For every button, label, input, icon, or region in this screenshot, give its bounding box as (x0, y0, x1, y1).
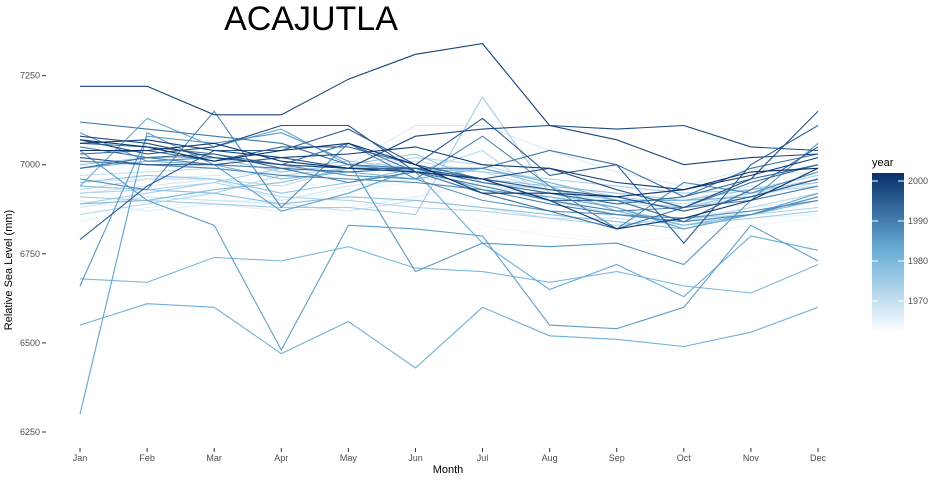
series-line-1988 (79, 110, 819, 230)
legend: year 1970 1980 1990 2000 (872, 157, 928, 329)
x-tick-label-jul: Jul (477, 453, 489, 463)
x-axis: Jan Feb Mar Apr May Jun Jul Aug Sep Oct Nov Dec (73, 448, 827, 463)
x-tick-label-aug: Aug (542, 453, 558, 463)
y-tick-label-6500: 6500 (20, 338, 40, 348)
series-line-1987 (79, 132, 819, 219)
x-tick-label-apr: Apr (274, 453, 288, 463)
x-tick-label-feb: Feb (139, 453, 155, 463)
x-tick-label-mar: Mar (206, 453, 222, 463)
legend-label-1990: 1990 (908, 216, 928, 226)
series-line-2001 (80, 142, 819, 230)
x-tick-label-may: May (340, 453, 358, 463)
series-line-1985 (79, 150, 819, 352)
legend-title: year (872, 157, 894, 169)
series-line-1972 (79, 149, 819, 223)
legend-label-2000: 2000 (908, 176, 928, 186)
y-tick-label-6750: 6750 (20, 249, 40, 259)
y-tick-label-7000: 7000 (20, 160, 40, 170)
series-line-1973 (79, 181, 819, 226)
legend-colorbar (872, 173, 904, 329)
legend-ticks: 1970 1980 1990 2000 (872, 176, 928, 306)
y-axis-title: Relative Sea Level (mm) (3, 210, 15, 330)
x-axis-title: Month (433, 464, 464, 476)
series-line-1979 (79, 167, 819, 226)
series-group (79, 43, 819, 415)
series-line-1994 (79, 146, 819, 223)
legend-label-1970: 1970 (908, 296, 928, 306)
series-line-1995 (79, 117, 819, 244)
series-line-1991 (79, 121, 819, 198)
legend-label-1980: 1980 (908, 256, 928, 266)
series-line-1986 (79, 132, 819, 287)
x-tick-label-sep: Sep (609, 453, 625, 463)
series-line-1967 (79, 124, 819, 187)
series-line-1996 (79, 157, 819, 212)
y-tick-label-7250: 7250 (20, 71, 40, 81)
series-line-1964 (79, 174, 819, 244)
x-tick-label-dec: Dec (810, 453, 827, 463)
x-tick-label-jun: Jun (408, 453, 423, 463)
series-line-2000 (79, 139, 819, 191)
series-line-1970 (79, 160, 819, 209)
chart-title: ACAJUTLA (224, 0, 398, 38)
series-line-1998 (79, 124, 819, 169)
y-tick-label-6250: 6250 (20, 427, 40, 437)
series-line-1999 (80, 43, 819, 166)
series-line-1989 (79, 160, 819, 223)
x-tick-label-jan: Jan (73, 453, 88, 463)
series-line-2002 (79, 139, 819, 198)
y-axis: 6250 6500 6750 7000 7250 (20, 71, 46, 437)
x-tick-label-oct: Oct (677, 453, 692, 463)
x-tick-label-nov: Nov (743, 453, 760, 463)
series-line-1980 (79, 246, 819, 294)
series-line-1982 (79, 303, 819, 369)
